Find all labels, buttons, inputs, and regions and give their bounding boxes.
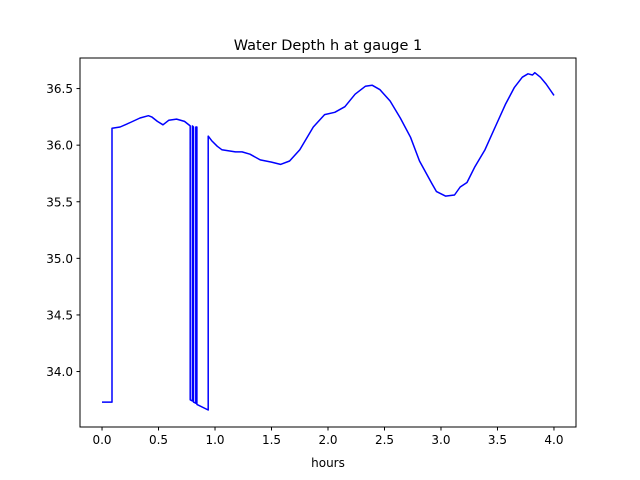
x-tick-label: 2.0 [318,433,337,447]
y-tick-label: 36.5 [46,82,73,96]
x-tick-label: 0.5 [149,433,168,447]
x-tick-label: 3.5 [488,433,507,447]
y-tick-label: 34.5 [46,308,73,322]
x-tick-label: 4.0 [544,433,563,447]
y-tick-label: 35.0 [46,252,73,266]
x-tick-label: 2.5 [375,433,394,447]
x-tick-label: 0.0 [92,433,111,447]
series-line-h [102,71,555,411]
x-tick-label: 1.5 [262,433,281,447]
y-tick-label: 35.5 [46,195,73,209]
x-tick-label: 3.0 [431,433,450,447]
y-axis: 34.0 34.5 35.0 35.5 36.0 36.5 [46,82,80,379]
x-axis-label: hours [311,456,345,470]
plot-area [102,71,555,411]
x-tick-label: 1.0 [205,433,224,447]
chart-title: Water Depth h at gauge 1 [234,38,422,54]
x-axis: 0.0 0.5 1.0 1.5 2.0 2.5 3.0 3.5 4.0 [92,427,564,447]
y-tick-label: 36.0 [46,139,73,153]
y-tick-label: 34.0 [46,365,73,379]
